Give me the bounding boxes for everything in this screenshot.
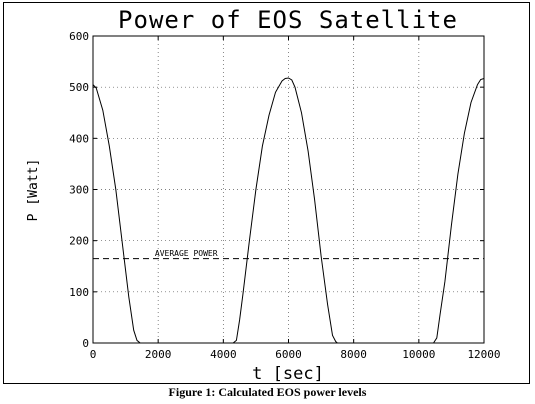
y-tick-label: 300 [69,184,89,197]
x-axis-label: t [sec] [252,364,324,384]
y-tick-label: 0 [82,337,89,350]
figure-caption: Figure 1: Calculated EOS power levels [168,385,367,399]
x-tick-label: 8000 [340,348,367,361]
y-axis-label: P [Watt] [26,159,41,222]
series-layer [92,77,485,344]
x-tick-label: 6000 [275,348,302,361]
x-tick-label: 12000 [467,348,500,361]
power-curve [92,77,485,344]
y-tick-label: 400 [69,132,89,145]
y-tick-label: 200 [69,235,89,248]
average-power-label: AVERAGE POWER [155,249,218,258]
power-chart: 0 2000 4000 6000 8000 10000 12000 0 100 200 300 400… [26,6,501,384]
x-tick-label: 10000 [402,348,435,361]
x-tick-label: 2000 [145,348,172,361]
x-tick-label: 0 [90,348,97,361]
x-tick-label: 4000 [210,348,237,361]
y-tick-label: 500 [69,81,89,94]
axis-ticks: 0 2000 4000 6000 8000 10000 12000 0 100 200 300 400… [69,30,500,361]
y-tick-label: 600 [69,30,89,43]
chart-title: Power of EOS Satellite [118,6,458,34]
y-tick-label: 100 [69,286,89,299]
grid [93,36,484,343]
figure-frame [3,2,530,384]
